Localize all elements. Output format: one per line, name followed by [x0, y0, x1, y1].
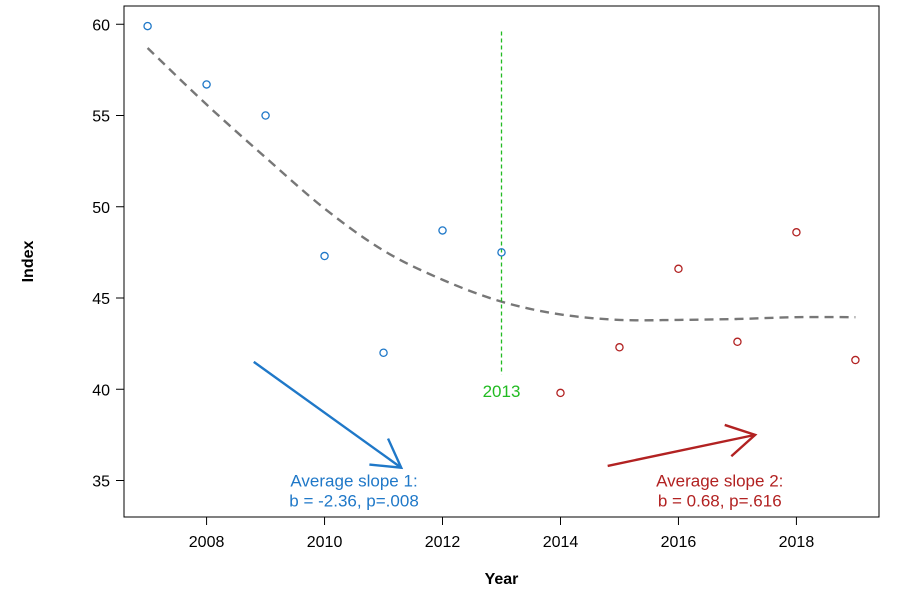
x-tick-label: 2014 — [543, 534, 579, 551]
y-axis-title: Index — [20, 241, 37, 283]
trend-line-layer — [146, 47, 856, 322]
x-tick-label: 2018 — [779, 534, 815, 551]
data-point-series-1 — [143, 21, 152, 31]
data-point-series-1 — [497, 248, 506, 257]
y-tick-label: 45 — [92, 291, 110, 308]
slope1-arrow — [253, 360, 402, 469]
data-points-layer — [143, 21, 860, 398]
axes: 2008 2010 2012 2014 2016 2018 35 40 45 50 55 60 Ye… — [20, 5, 880, 588]
slope2-arrowhead — [724, 423, 758, 458]
data-point-series-1 — [379, 348, 388, 357]
slope1-arrowhead — [369, 438, 404, 470]
y-tick-label: 60 — [92, 17, 110, 34]
y-tick-label: 40 — [92, 382, 110, 399]
data-point-series-2 — [792, 228, 801, 237]
slope2-label-line1: Average slope 2: — [656, 472, 783, 491]
data-point-series-1 — [320, 251, 329, 261]
plot-frame — [123, 5, 880, 518]
x-axis-title: Year — [485, 571, 519, 588]
data-point-series-2 — [556, 388, 565, 398]
x-tick-label: 2012 — [425, 534, 461, 551]
x-tick-label: 2008 — [189, 534, 225, 551]
data-point-series-2 — [615, 343, 624, 352]
trend-line — [146, 47, 856, 322]
data-point-series-1 — [261, 111, 270, 120]
data-point-series-1 — [438, 226, 447, 235]
slope1-label-line1: Average slope 1: — [290, 472, 417, 491]
data-point-series-1 — [202, 80, 211, 89]
breakpoint-layer: 2013 — [483, 31, 521, 401]
x-axis-ticks: 2008 2010 2012 2014 2016 2018 — [189, 517, 815, 551]
breakpoint-label: 2013 — [483, 382, 521, 401]
x-tick-label: 2010 — [307, 534, 343, 551]
y-tick-label: 35 — [92, 474, 110, 491]
data-point-series-2 — [851, 355, 860, 365]
slope1-label-line2: b = -2.36, p=.008 — [289, 492, 419, 511]
slope2-arrow — [607, 433, 756, 468]
annotations-layer: Average slope 1: b = -2.36, p=.008 Avera… — [253, 360, 783, 511]
y-axis-ticks: 35 40 45 50 55 60 — [92, 17, 124, 491]
y-tick-label: 55 — [92, 109, 110, 126]
slope2-label-line2: b = 0.68, p=.616 — [658, 492, 782, 511]
data-point-series-2 — [674, 264, 683, 274]
y-tick-label: 50 — [92, 200, 110, 217]
data-point-series-2 — [733, 337, 742, 347]
x-tick-label: 2016 — [661, 534, 697, 551]
